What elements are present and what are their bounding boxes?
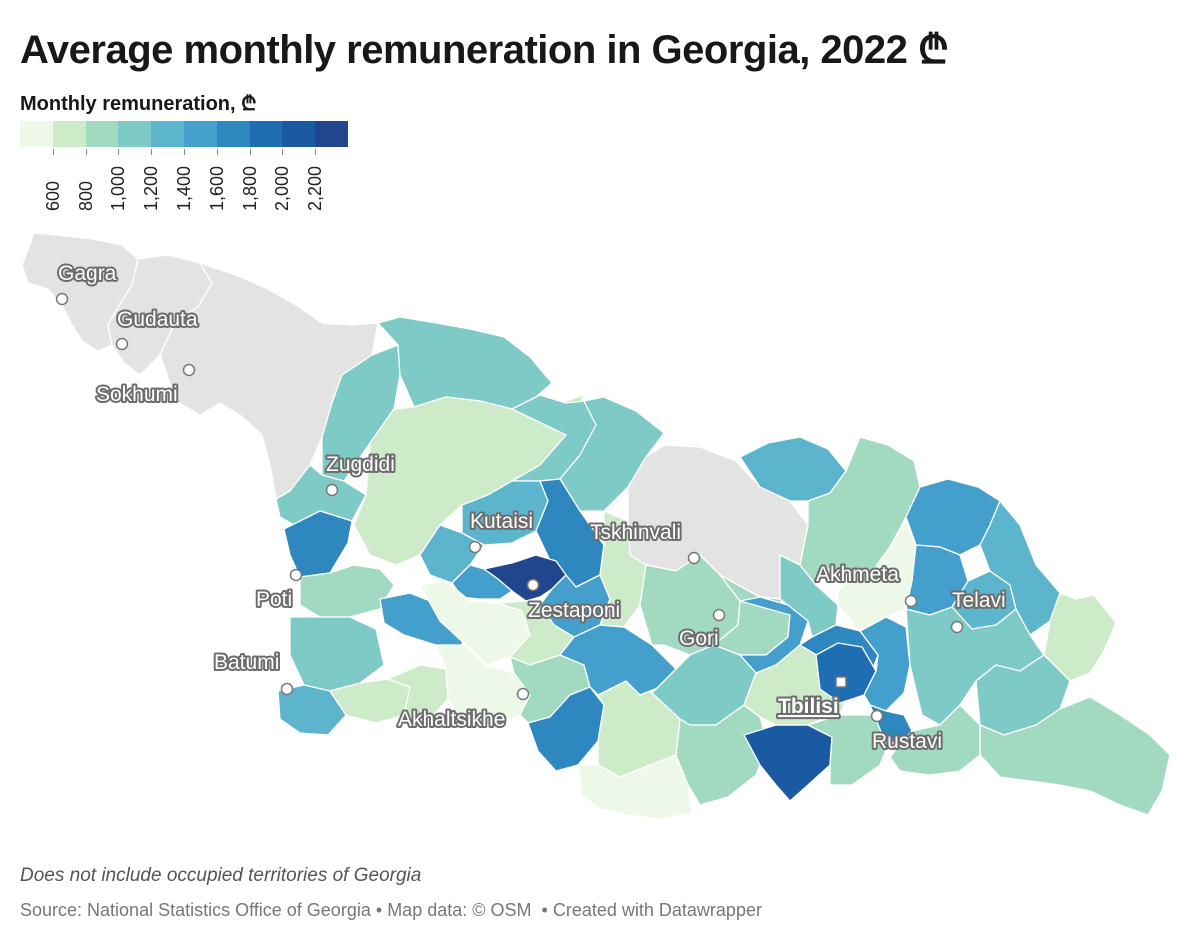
legend-tick-mark [282,149,284,155]
legend-tick-label: 2,000 [272,165,293,211]
city-batumi[interactable]: Batumi [212,649,294,696]
legend-swatch [85,121,119,147]
region-kobuleti[interactable] [289,616,385,692]
legend-title: Monthly remuneration, ₾ [20,93,257,115]
separator: • [375,900,383,920]
city-akhmeta[interactable]: Akhmeta [814,561,918,608]
city-label-akhmeta: Akhmeta [816,563,899,586]
city-kutaisi[interactable]: Kutaisi [468,508,535,554]
region-racha[interactable] [559,396,665,512]
region-khashuri[interactable] [599,510,647,628]
legend-tick-mark [216,149,218,155]
legend-swatch [184,121,218,147]
city-zugdidi[interactable]: Zugdidi [324,451,397,497]
region-svaneti[interactable] [377,316,553,410]
legend-tick-mark [118,149,120,155]
legend-swatch [249,121,283,147]
city-label-batumi: Batumi [214,651,279,674]
region-bolnisi[interactable] [807,714,893,786]
legend-tick-mark [85,149,87,155]
region-ninotsminda[interactable] [577,754,693,820]
region-tianeti[interactable] [799,436,921,586]
city-label-poti: Poti [256,588,292,611]
region-dedoplistskaro[interactable] [979,696,1171,816]
legend-swatch [52,121,87,147]
legend-tick-label: 1,200 [141,165,162,211]
legend-swatch [315,121,349,147]
city-akhaltsikhe[interactable]: Akhaltsikhe [396,687,530,733]
legend-tick-mark [151,149,153,155]
city-label-tskhinvali: Tskhinvali [590,521,681,544]
city-zestaponi[interactable]: Zestaponi [526,578,622,624]
legend-tick-label: 600 [42,180,63,211]
chart-title: Average monthly remuneration in Georgia,… [20,28,949,72]
legend-tick-label: 1,000 [108,165,129,211]
city-gori[interactable]: Gori [677,608,726,652]
city-label-telavi: Telavi [952,589,1006,612]
datawrapper-credit[interactable]: Created with Datawrapper [552,900,762,920]
legend-swatch [118,121,152,147]
color-legend [20,121,349,147]
legend-tick-label: 2,200 [305,165,326,211]
city-label-sokhumi: Sokhumi [96,383,178,406]
legend-swatch [216,121,251,147]
city-tskhinvali[interactable]: Tskhinvali [588,519,701,565]
city-label-kutaisi: Kutaisi [470,510,533,533]
city-label-rustavi: Rustavi [872,730,942,753]
city-gagra[interactable]: Gagra [55,260,119,306]
city-label-zestaponi: Zestaponi [528,599,620,622]
legend-swatch [282,121,316,147]
map-data-credit[interactable]: Map data: © OSM [387,900,532,920]
legend-swatch [20,121,54,147]
separator: • [541,900,548,920]
legend-swatch [151,121,185,147]
legend-tick-label: 1,800 [239,165,260,211]
city-label-akhaltsikhe: Akhaltsikhe [398,708,505,731]
region-batumi[interactable] [277,684,347,736]
legend-tick-label: 1,400 [174,165,194,211]
legend-tick-mark [249,149,251,155]
city-label-zugdidi: Zugdidi [326,453,395,476]
legend-tick-label: 1,600 [206,165,227,211]
choropleth-map[interactable]: Gagra Gudauta Sokhumi Zugdidi Kutaisi Ts… [0,225,1200,835]
region-shuakhevi[interactable] [387,664,449,720]
city-sokhumi[interactable]: Sokhumi [94,363,196,408]
source-line: Source: National Statistics Office of Ge… [20,900,762,921]
legend-tick-mark [315,149,317,155]
region-layer [21,232,1171,820]
city-label-gagra: Gagra [58,262,117,285]
legend-tick-mark [184,149,185,155]
region-poti[interactable] [283,510,353,578]
city-rustavi[interactable]: Rustavi [870,709,944,755]
city-label-gori: Gori [679,627,719,650]
legend-tick-mark [52,149,54,155]
city-gudauta[interactable]: Gudauta [115,306,200,351]
city-tbilisi[interactable]: Tbilisi [776,676,847,720]
city-poti[interactable]: Poti [254,568,303,613]
legend-ticks: 600 800 1,000 1,200 1,400 1,600 1,800 2,000 2,20… [20,149,360,219]
source-text: Source: National Statistics Office of Ge… [20,900,371,920]
city-label-gudauta: Gudauta [117,308,198,331]
city-label-tbilisi: Tbilisi [778,695,839,718]
city-layer: Gagra Gudauta Sokhumi Zugdidi Kutaisi Ts… [55,260,1008,755]
city-telavi[interactable]: Telavi [950,587,1008,634]
footnote: Does not include occupied territories of… [20,865,422,886]
region-kakheti-south[interactable] [889,704,981,776]
region-baghdati[interactable] [451,564,513,600]
legend-tick-label: 800 [75,180,96,211]
